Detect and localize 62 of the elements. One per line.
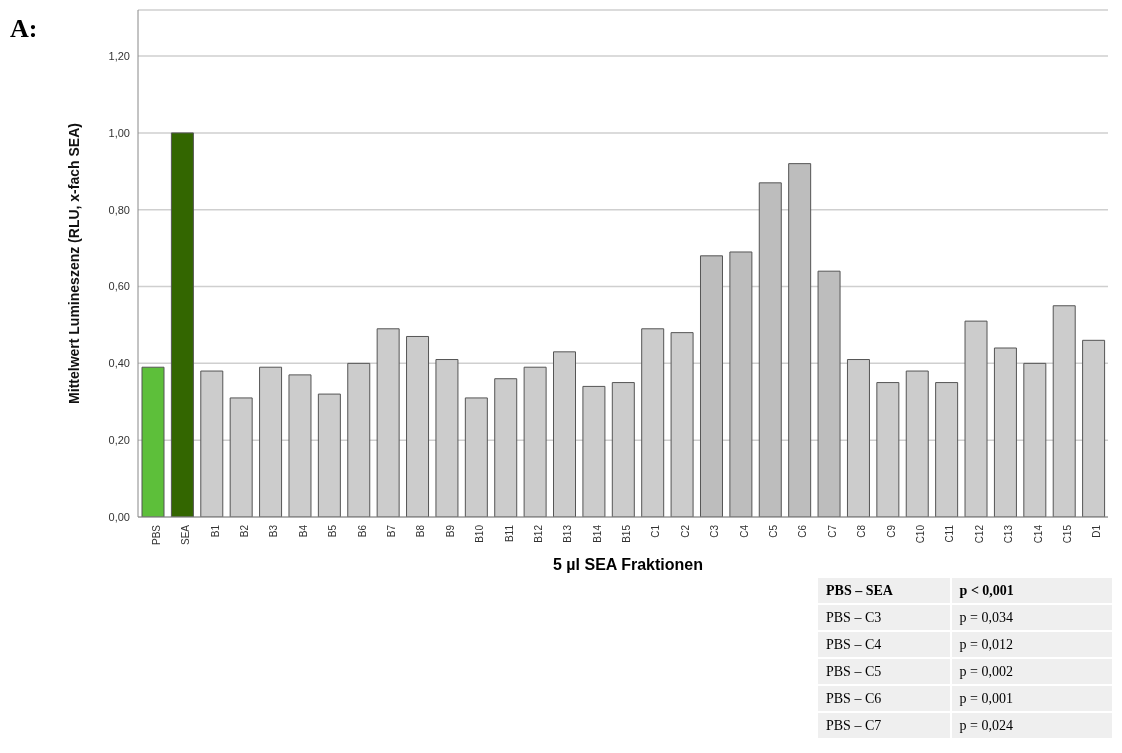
x-tick-label: C5 — [768, 524, 780, 538]
x-tick-label: B1 — [209, 524, 221, 538]
x-tick-label: B10 — [474, 524, 486, 543]
x-tick-label: C1 — [650, 524, 662, 538]
x-tick-label: C4 — [738, 524, 750, 538]
x-tick-label: C7 — [826, 524, 838, 538]
x-tick-label: B3 — [268, 524, 280, 538]
x-tick-label: B14 — [591, 524, 603, 543]
text: p = 0,024 — [958, 716, 1014, 735]
y-tick-label: 0,80 — [108, 203, 130, 216]
text: p = 0,002 — [958, 662, 1014, 681]
x-axis-title: 5 µl SEA Fraktionen — [552, 556, 704, 574]
y-axis-title: Mittelwert Lumineszenz (RLU, x-fach SEA) — [65, 123, 82, 404]
x-tick-label: C15 — [1062, 524, 1074, 544]
text: PBS – C7 — [825, 716, 883, 735]
x-tick-label: B7 — [385, 524, 397, 538]
y-tick-label: 0,00 — [108, 510, 130, 523]
bar — [170, 132, 194, 517]
x-tick-label: C3 — [709, 524, 721, 538]
x-tick-label: D1 — [1091, 524, 1103, 538]
x-tick-label: C2 — [679, 524, 691, 538]
text: PBS – C3 — [825, 608, 883, 627]
text: p = 0,034 — [958, 608, 1014, 627]
x-tick-label: B12 — [532, 524, 544, 543]
x-tick-label: B6 — [356, 524, 368, 538]
y-tick-label: 1,00 — [108, 126, 130, 139]
x-tick-label: B15 — [621, 524, 633, 543]
bar — [141, 366, 165, 517]
x-tick-label: PBS — [150, 524, 162, 546]
x-tick-label: C10 — [915, 524, 927, 544]
x-tick-label: C9 — [885, 524, 897, 538]
x-tick-label: C11 — [944, 524, 956, 543]
x-tick-label: B13 — [562, 524, 574, 543]
text: PBS – C5 — [825, 662, 883, 681]
text: PBS – C6 — [825, 689, 883, 708]
x-tick-label: C13 — [1003, 524, 1015, 544]
text: p = 0,012 — [958, 635, 1014, 654]
bar — [817, 270, 841, 517]
x-tick-label: B5 — [327, 524, 339, 538]
x-tick-label: B9 — [444, 524, 456, 538]
x-tick-label: C6 — [797, 524, 809, 538]
bar — [788, 163, 812, 517]
x-tick-label: C8 — [856, 524, 868, 538]
bar — [758, 182, 782, 517]
y-tick-label: 0,60 — [108, 280, 130, 293]
x-tick-label: C12 — [973, 524, 985, 544]
text: PBS – C4 — [825, 635, 883, 654]
bar — [729, 251, 753, 517]
y-tick-label: 0,20 — [108, 434, 130, 447]
x-tick-label: SEA — [180, 524, 192, 546]
y-tick-label: 1,20 — [108, 50, 130, 62]
y-tick-label: 0,40 — [108, 357, 130, 370]
x-tick-label: B4 — [297, 524, 309, 538]
x-tick-label: B2 — [238, 524, 250, 538]
chart-title: A: — [10, 14, 38, 44]
text: PBS – SEA — [825, 581, 894, 600]
text: p < 0,001 — [958, 581, 1015, 600]
x-tick-label: C14 — [1032, 524, 1044, 544]
text: p = 0,001 — [958, 689, 1014, 708]
bar — [699, 255, 723, 517]
x-tick-label: B11 — [503, 524, 515, 543]
x-tick-label: B8 — [415, 524, 427, 538]
